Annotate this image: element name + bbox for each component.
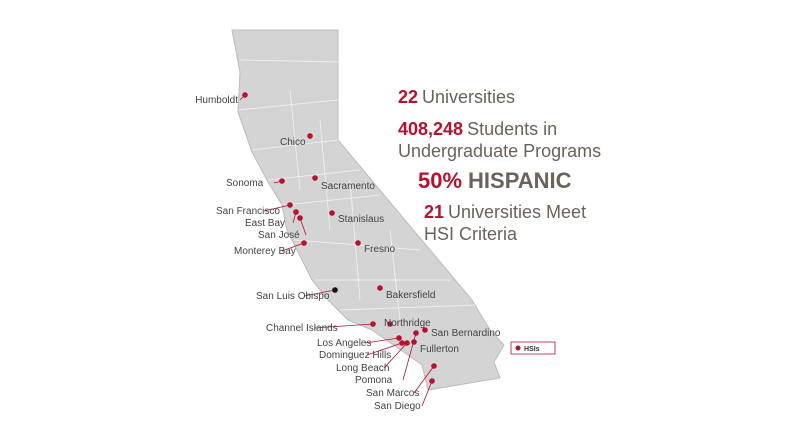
legend-box [510,341,556,355]
stat-line: 50% HISPANIC [418,168,572,193]
leader-line [299,217,307,236]
stat-line: 22 Universities [398,87,515,107]
leader-line [303,289,336,297]
campus-label: Northridge [384,318,431,329]
campus-dot [307,133,313,139]
campus-label: Fullerton [420,344,459,355]
campus-label: Pomona [355,375,393,386]
leader-line [413,365,435,394]
campus-label: Channel Islands [266,323,338,334]
stat-line: 408,248 Students in [398,119,557,139]
campus-label: San Diego [374,401,421,412]
campus-label: San Marcos [366,388,419,399]
stat-number: 408,248 [398,119,463,139]
campus-label: Los Angeles [317,338,372,349]
legend: HSIs [510,341,556,355]
campus-dot [312,175,318,181]
campus-label: San Francisco [216,206,280,217]
stat-text: Universities [422,87,515,107]
leader-line [313,323,374,329]
campus-dot [279,178,285,184]
campus-dot [370,321,376,327]
leader-line [383,342,408,369]
campus-dot [422,327,428,333]
campus-dot [242,92,248,98]
campus-dot [429,378,435,384]
stat-number: 21 [424,202,444,222]
campus-label: San José [258,230,300,241]
stat-number: 50% [418,168,462,193]
campus-label: Long Beach [336,363,389,374]
campus-dot [355,240,361,246]
campus-dot [413,330,419,336]
campus-dot [297,215,303,221]
legend-dot [515,345,521,351]
stat-line: 21 Universities Meet [424,202,586,222]
campus-dot [329,210,335,216]
stat-text: HISPANIC [468,168,572,193]
campus-label: Chico [280,137,306,148]
campus-label: Dominguez Hills [319,350,391,361]
campus-label: Bakersfield [386,290,435,301]
stat-text: Undergraduate Programs [398,141,601,161]
campus-dot [431,363,437,369]
legend-label: HSIs [524,346,540,353]
stats: 22 Universities 408,248 Students inUndergra… [398,87,601,244]
campus-dot [411,339,417,345]
campus-label: Humboldt [195,95,238,106]
campus-dot [287,202,293,208]
campus-dot [399,340,405,346]
campus-dot [377,285,383,291]
leader-line [366,342,403,356]
stat-text: Universities Meet [448,202,586,222]
campus-dot [396,335,402,341]
campus-label: Fresno [364,244,396,255]
campus-label: Monterey Bay [234,246,296,257]
stat-text: HSI Criteria [424,224,518,244]
leader-line [263,204,291,212]
campus-dot [301,240,307,246]
campus-label: San Bernardino [431,328,501,339]
leader-line [402,332,417,381]
campus-dot [332,287,338,293]
california-outline [231,29,505,391]
campus-label: San Luis Obispo [256,291,330,302]
campus-label: Sonoma [226,178,264,189]
stat-number: 22 [398,87,418,107]
campus-label: Stanislaus [338,214,384,225]
campus-dot [387,321,393,327]
leader-line [364,337,400,344]
campus-label: East Bay [245,218,285,229]
campus-dot [404,340,410,346]
stat-text: Students in [467,119,557,139]
leader-line [421,380,433,407]
campus-label: Sacramento [321,181,375,192]
leader-line [281,242,305,252]
campus-dot [293,209,299,215]
